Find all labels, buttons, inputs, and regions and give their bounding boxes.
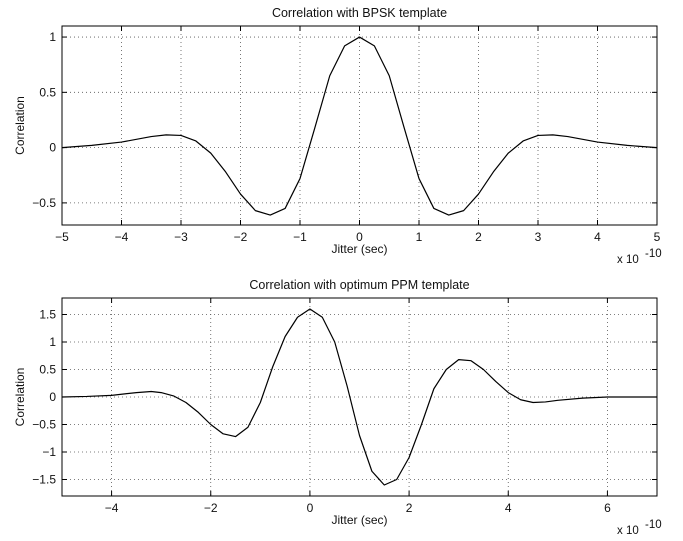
chart-0-x-tick-label-5: 0 [356,230,363,244]
chart-0-x-tick-label-7: 2 [475,230,482,244]
chart-1-y-axis-label: Correlation [13,368,27,427]
chart-1-y-tick-label-5: 1 [49,335,56,349]
subplot-ppm: −4 −2 0 2 4 6 −1.5 −1 −0.5 0 0.5 1 1.5 Correlation wi… [13,278,662,537]
chart-0-y-tick-label-2: 0.5 [39,85,56,99]
chart-0-x-tick-label-8: 3 [535,230,542,244]
chart-1-y-tick-label-2: −0.5 [32,418,56,432]
chart-1-y-tick-label-0: −1.5 [32,473,56,487]
chart-0-y-tick-label-3: 1 [49,30,56,44]
chart-1-x-tick-label-3: 2 [406,501,413,515]
chart-0-x-tick-label-10: 5 [654,230,661,244]
chart-0-y-tick-label-0: −0.5 [32,196,56,210]
chart-0-series-line-0 [61,36,658,216]
chart-1-x-axis-label: Jitter (sec) [331,513,387,527]
chart-1-axes-box [61,297,658,497]
chart-1-x-tick-label-2: 0 [307,501,314,515]
chart-0-axes-box [61,25,658,226]
subplot-bpsk: −5 −4 −3 −2 −1 0 1 2 3 4 5 −0.5 0 0.5 1 Correlation wit… [13,6,662,266]
chart-0-x-tick-label-2: −3 [174,230,188,244]
chart-1-series-line-0 [61,308,657,486]
chart-1-y-tick-label-1: −1 [42,445,56,459]
chart-1-y-tick-label-4: 0.5 [39,363,56,377]
chart-0-x-axis-exponent: -10 [645,248,662,260]
chart-1-x-tick-label-1: −2 [204,501,218,515]
chart-1-x-tick-label-5: 6 [604,501,611,515]
chart-1-x-axis-exponent: -10 [645,519,662,531]
chart-0-x-tick-label-6: 1 [416,230,423,244]
chart-1-x-tick-label-4: 4 [505,501,512,515]
chart-0-x-tick-label-9: 4 [594,230,601,244]
chart-0-x-tick-label-4: −1 [293,230,307,244]
chart-0-x-axis-label: Jitter (sec) [331,242,387,256]
chart-1-x-tick-label-0: −4 [105,501,119,515]
chart-0-x-tick-label-1: −4 [115,230,129,244]
chart-0-y-tick-label-1: 0 [49,141,56,155]
chart-1-y-tick-label-6: 1.5 [39,308,56,322]
chart-0-x-tick-label-0: −5 [55,230,69,244]
chart-1-title: Correlation with optimum PPM template [249,278,469,292]
chart-0-x-tick-label-3: −2 [234,230,248,244]
chart-0-title: Correlation with BPSK template [272,6,447,20]
chart-1-x-axis-multiplier: x 10 [617,525,639,537]
chart-0-y-axis-label: Correlation [13,96,27,155]
chart-0-x-axis-multiplier: x 10 [617,254,639,266]
chart-1-y-tick-label-3: 0 [49,390,56,404]
